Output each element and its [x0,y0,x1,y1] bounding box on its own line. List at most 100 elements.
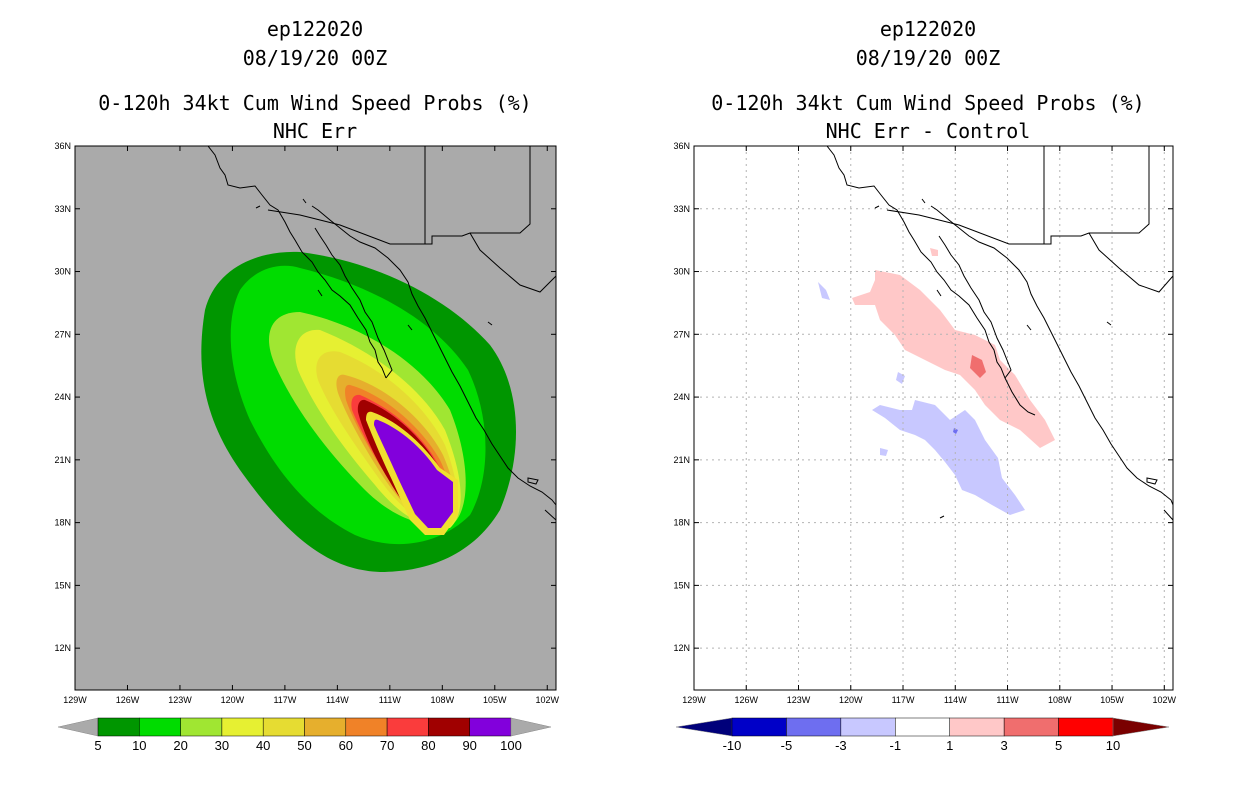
colorbar-label: -3 [835,738,847,753]
right-coast-baja-gulf [938,235,1012,379]
left-border-east [469,232,556,293]
lon-label: 105W [483,695,507,705]
right-map-frame [693,145,1174,691]
right-coastlines [826,146,1173,521]
colorbar-high-arrow [1112,717,1170,737]
lon-label: 123W [168,695,192,705]
right-us-mexico-border [886,146,1150,245]
left-coast-baja-gulf [314,227,393,379]
lon-label: 102W [535,695,559,705]
lat-label: 36N [54,141,71,151]
colorbar-swatch [304,717,347,737]
diff-negative-1b [818,282,830,300]
left-lat-labels: 36N 33N 30N 27N 24N 21N 18N 15N 12N [54,141,556,653]
diff-positive-3 [970,355,986,378]
left-lon-labels: 129W 126W 123W 120W 117W 114W 111W 108W 105W 102W [63,146,560,705]
colorbar-label: 100 [500,738,522,753]
lon-label: 102W [1153,695,1177,705]
right-coast-islands [874,198,1173,521]
colorbar-swatch [180,717,223,737]
colorbar-label: 40 [256,738,270,753]
lat-label: 27N [54,329,71,339]
lon-label: 111W [379,695,402,705]
colorbar-label: 70 [380,738,394,753]
left-colorbar: 5 10 20 30 40 50 60 70 80 90 100 [57,717,552,753]
lat-label: 36N [673,141,690,151]
lat-label: 21N [54,455,71,465]
left-title-line2: 08/19/20 00Z [243,46,388,70]
lat-label: 15N [54,580,71,590]
left-title-line4: NHC Err [273,119,357,143]
colorbar-label: 20 [173,738,187,753]
lon-label: 120W [221,695,245,705]
colorbar-label: -1 [890,738,902,753]
colorbar-swatch [262,717,305,737]
lat-label: 24N [54,392,71,402]
colorbar-swatch [1003,717,1059,737]
colorbar-label: 90 [462,738,476,753]
diff-positive-1b [930,248,938,256]
left-panel: ep122020 08/19/20 00Z 0-120h 34kt Cum Wi… [54,17,559,753]
colorbar-swatch [1058,717,1114,737]
lat-label: 30N [54,267,71,277]
lat-label: 33N [673,204,690,214]
colorbar-swatch [895,717,950,737]
lon-label: 108W [1048,695,1072,705]
right-gridlines [694,146,1173,690]
left-coast-mainland [311,205,556,506]
colorbar-label: 10 [1106,738,1120,753]
lat-label: 15N [673,580,690,590]
colorbar-swatch [786,717,842,737]
diff-negative-1d [880,448,888,456]
colorbar-label: 1 [946,738,953,753]
lon-label: 129W [682,695,706,705]
lat-label: 24N [673,392,690,402]
colorbar-swatch [840,717,896,737]
left-coastlines [207,146,556,521]
lon-label: 108W [431,695,455,705]
colorbar-low-arrow [675,717,733,737]
colorbar-label: 3 [1001,738,1008,753]
colorbar-swatch [731,717,787,737]
right-title-line3: 0-120h 34kt Cum Wind Speed Probs (%) [711,91,1144,115]
colorbar-swatch [428,717,470,737]
right-lat-labels: 36N 33N 30N 27N 24N 21N 18N 15N 12N [673,141,1173,653]
contour-100 [374,419,453,528]
lat-label: 12N [54,643,71,653]
left-map-frame [74,145,557,691]
right-title-line1: ep122020 [880,17,976,41]
colorbar-label: 5 [94,738,101,753]
lon-label: 120W [839,695,863,705]
colorbar-swatch [386,717,429,737]
right-lon-labels: 129W 126W 123W 120W 117W 114W 111W 108W 105W 102W [682,146,1177,705]
colorbar-high-arrow [510,717,552,737]
colorbar-label: 5 [1055,738,1062,753]
colorbar-swatch [949,717,1005,737]
lat-label: 30N [673,267,690,277]
colorbar-swatch [345,717,388,737]
left-title-line3: 0-120h 34kt Cum Wind Speed Probs (%) [98,91,531,115]
lat-label: 21N [673,455,690,465]
lon-label: 126W [116,695,140,705]
left-coast-baja-pacific [207,146,387,379]
lon-label: 114W [944,695,967,705]
lon-label: 114W [326,695,349,705]
diff-negative-1 [872,400,1025,515]
left-us-mexico-border [267,146,531,245]
lat-label: 27N [673,329,690,339]
lon-label: 126W [734,695,758,705]
left-probability-contours [201,251,517,572]
right-title-line2: 08/19/20 00Z [856,46,1001,70]
colorbar-label: 50 [297,738,311,753]
right-panel: ep122020 08/19/20 00Z 0-120h 34kt Cum Wi… [673,17,1176,753]
colorbar-label: 60 [339,738,353,753]
lat-label: 18N [673,518,690,528]
colorbar-swatch [469,717,512,737]
right-title-line4: NHC Err - Control [826,119,1031,143]
right-colorbar: -10 -5 -3 -1 1 3 5 10 [675,717,1170,753]
colorbar-swatch [221,717,264,737]
lon-label: 117W [273,695,296,705]
colorbar-label: 10 [132,738,146,753]
lat-label: 12N [673,643,690,653]
